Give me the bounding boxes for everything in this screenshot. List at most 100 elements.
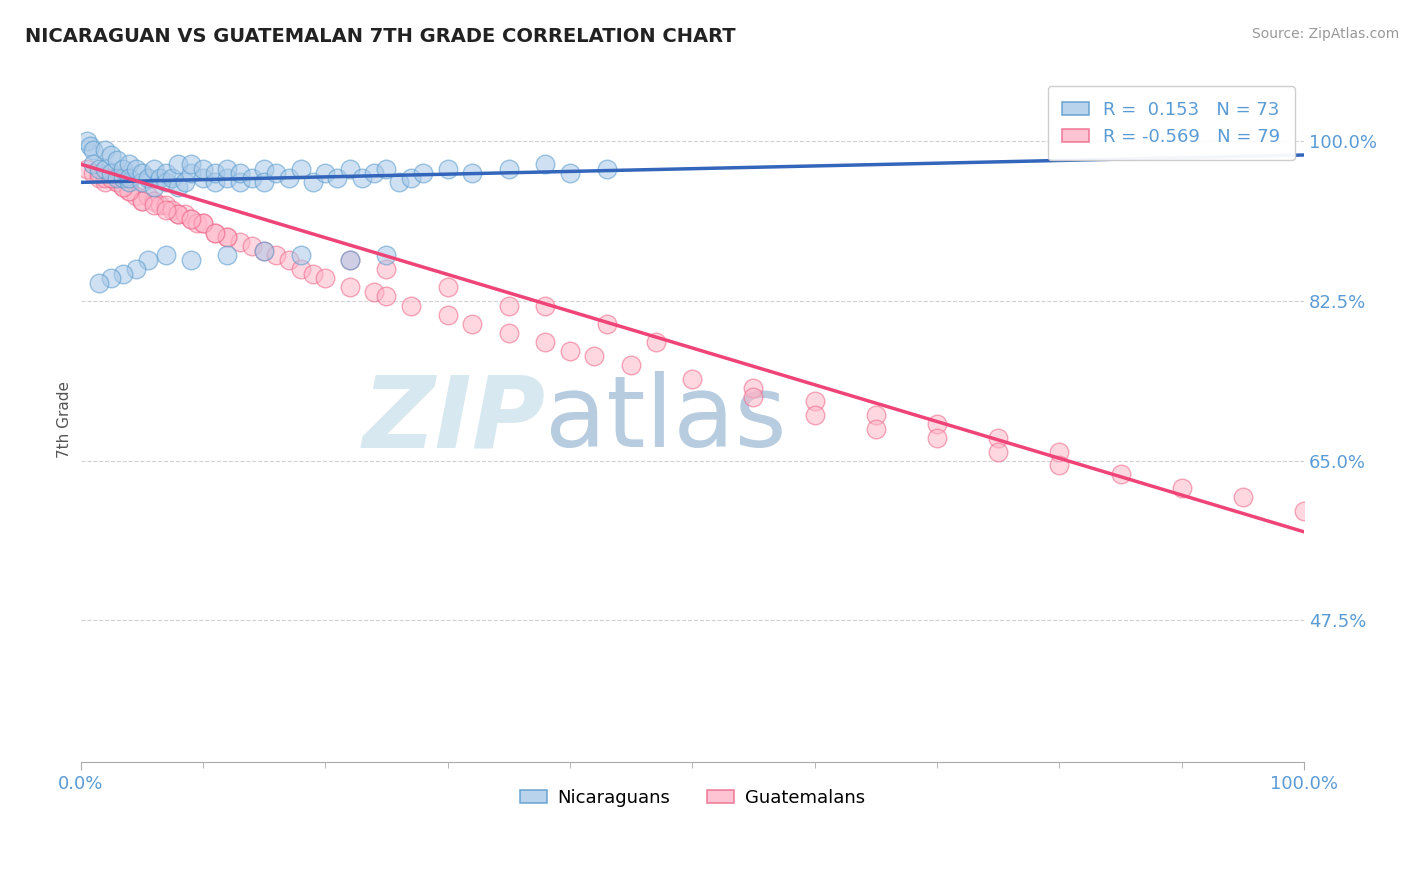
Text: NICARAGUAN VS GUATEMALAN 7TH GRADE CORRELATION CHART: NICARAGUAN VS GUATEMALAN 7TH GRADE CORRE…: [25, 27, 735, 45]
Point: [326, 170, 349, 185]
Point: [228, 175, 250, 189]
Point: [266, 248, 288, 262]
Point: [534, 157, 557, 171]
Point: [155, 166, 177, 180]
Point: [302, 175, 325, 189]
Point: [180, 211, 202, 226]
Point: [277, 170, 299, 185]
Point: [277, 252, 299, 267]
Point: [742, 381, 765, 395]
Point: [112, 267, 135, 281]
Point: [142, 198, 165, 212]
Point: [350, 170, 373, 185]
Point: [82, 166, 104, 180]
Point: [412, 166, 434, 180]
Point: [118, 185, 141, 199]
Point: [180, 211, 202, 226]
Point: [162, 202, 184, 217]
Point: [76, 161, 98, 176]
Point: [118, 157, 141, 171]
Point: [339, 252, 361, 267]
Point: [112, 161, 135, 176]
Point: [167, 207, 190, 221]
Point: [105, 170, 128, 185]
Point: [87, 276, 110, 290]
Point: [186, 216, 208, 230]
Point: [136, 170, 159, 185]
Point: [100, 166, 122, 180]
Point: [87, 166, 110, 180]
Point: [167, 207, 190, 221]
Point: [131, 194, 153, 208]
Point: [82, 157, 104, 171]
Point: [180, 252, 202, 267]
Point: [314, 271, 336, 285]
Point: [1109, 467, 1132, 482]
Point: [240, 170, 263, 185]
Y-axis label: 7th Grade: 7th Grade: [58, 381, 72, 458]
Point: [436, 161, 458, 176]
Point: [155, 202, 177, 217]
Point: [558, 344, 581, 359]
Point: [167, 157, 190, 171]
Point: [167, 180, 190, 194]
Text: ZIP: ZIP: [363, 371, 546, 468]
Point: [865, 422, 887, 436]
Point: [228, 166, 250, 180]
Point: [173, 175, 195, 189]
Point: [803, 408, 825, 422]
Point: [681, 371, 703, 385]
Point: [925, 431, 948, 445]
Point: [1047, 458, 1070, 473]
Point: [131, 175, 153, 189]
Point: [399, 170, 422, 185]
Point: [131, 166, 153, 180]
Text: atlas: atlas: [546, 371, 787, 468]
Point: [1294, 504, 1316, 518]
Point: [534, 334, 557, 349]
Point: [118, 175, 141, 189]
Point: [112, 180, 135, 194]
Point: [118, 185, 141, 199]
Point: [94, 144, 117, 158]
Point: [253, 244, 276, 258]
Point: [620, 358, 643, 372]
Point: [803, 394, 825, 409]
Point: [155, 248, 177, 262]
Point: [204, 226, 226, 240]
Point: [191, 161, 214, 176]
Point: [375, 248, 398, 262]
Point: [253, 244, 276, 258]
Point: [112, 170, 135, 185]
Point: [105, 175, 128, 189]
Point: [105, 175, 128, 189]
Point: [155, 198, 177, 212]
Point: [987, 444, 1010, 458]
Point: [253, 175, 276, 189]
Point: [436, 280, 458, 294]
Point: [253, 161, 276, 176]
Point: [217, 230, 239, 244]
Point: [100, 170, 122, 185]
Point: [461, 166, 484, 180]
Point: [204, 226, 226, 240]
Point: [112, 180, 135, 194]
Legend: Nicaraguans, Guatemalans: Nicaraguans, Guatemalans: [513, 782, 872, 814]
Point: [1232, 490, 1254, 504]
Point: [100, 148, 122, 162]
Point: [339, 252, 361, 267]
Point: [124, 189, 146, 203]
Point: [339, 161, 361, 176]
Point: [155, 175, 177, 189]
Point: [173, 207, 195, 221]
Point: [149, 198, 172, 212]
Point: [436, 308, 458, 322]
Point: [290, 262, 312, 277]
Point: [388, 175, 411, 189]
Point: [142, 161, 165, 176]
Point: [191, 216, 214, 230]
Point: [266, 166, 288, 180]
Point: [1047, 444, 1070, 458]
Point: [644, 334, 666, 349]
Point: [204, 175, 226, 189]
